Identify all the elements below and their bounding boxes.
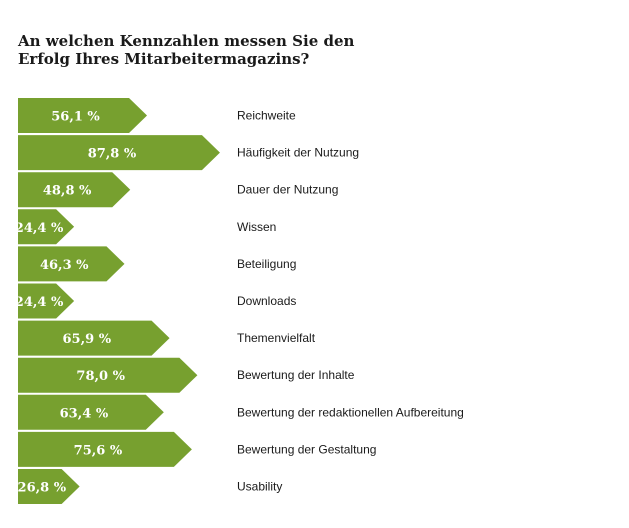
bar [18,469,80,504]
bar [18,394,164,430]
category-label: Häufigkeit der Nutzung [237,146,359,160]
bar [18,357,198,393]
category-label: Bewertung der redaktionellen Aufbereitun… [237,405,464,419]
category-label: Downloads [237,294,296,308]
bar-value-label: 56,1 % [51,110,100,125]
bar [18,135,220,171]
bar-value-label: 75,6 % [74,443,123,458]
bar-value-label: 87,8 % [88,147,137,162]
bar-value-label: 63,4 % [60,406,109,421]
category-label: Bewertung der Inhalte [237,368,355,382]
bar-value-label: 24,4 % [15,295,64,310]
category-label: Beteiligung [237,257,296,271]
bar [18,246,125,282]
bar-value-label: 48,8 % [43,184,92,199]
category-label: Usability [237,480,282,494]
bar-value-label: 65,9 % [63,332,112,347]
category-label: Reichweite [237,109,296,123]
category-label: Wissen [237,220,276,234]
bar-value-label: 26,8 % [18,481,67,496]
category-label: Themenvielfalt [237,331,316,345]
category-label: Bewertung der Gestaltung [237,442,376,456]
chart-title: An welchen Kennzahlen messen Sie den Erf… [18,32,355,68]
bar [18,209,75,245]
bar [18,172,131,208]
category-label: Dauer der Nutzung [237,183,338,197]
bar [18,431,192,467]
bar [18,283,75,319]
bar [18,320,170,356]
bar-value-label: 46,3 % [40,258,89,273]
bar-value-label: 78,0 % [76,369,125,384]
bar-value-label: 24,4 % [15,221,64,236]
bar [18,98,148,133]
